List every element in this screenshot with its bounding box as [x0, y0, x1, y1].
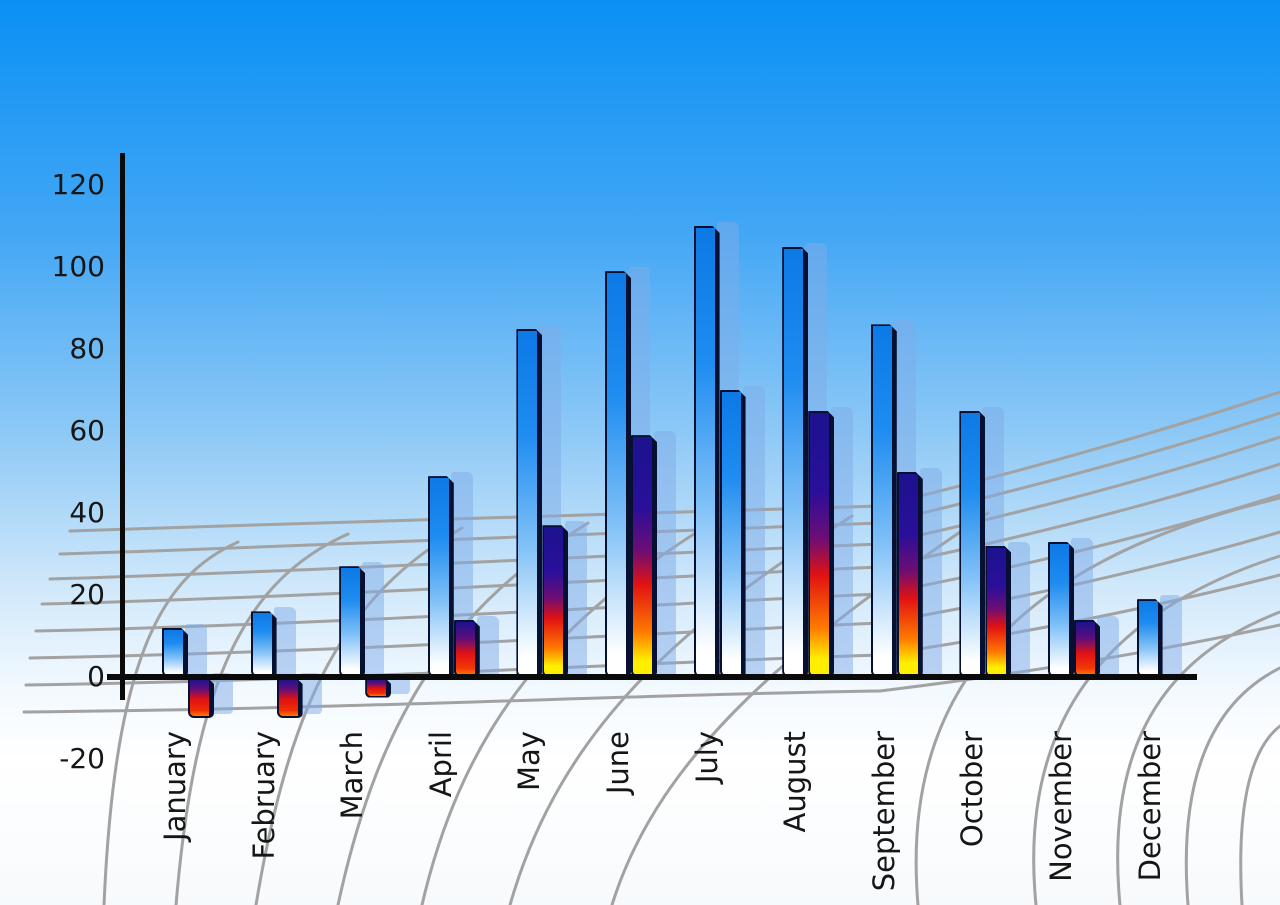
y-tick-label-60: 60	[69, 414, 105, 447]
x-tick-text: September	[866, 731, 901, 892]
bar-secondary-may	[542, 525, 568, 677]
x-tick-text: March	[335, 731, 370, 820]
bar-secondary-july	[720, 390, 746, 677]
y-tick-label-80: 80	[69, 332, 105, 365]
bar-secondary-august	[808, 411, 834, 678]
x-tick-text: November	[1044, 731, 1078, 882]
bar-primary-march	[339, 566, 365, 677]
bar-shadow	[211, 673, 233, 714]
y-axis	[120, 153, 125, 700]
bar-primary-november	[1048, 542, 1074, 677]
bar-primary-october	[959, 411, 985, 678]
bar-shadow	[742, 386, 765, 677]
y-tick-label-100: 100	[51, 250, 105, 283]
x-axis	[107, 674, 1197, 680]
bar-primary-february	[251, 611, 277, 677]
x-tick-text: June	[601, 731, 635, 795]
bar-primary-january	[162, 628, 188, 677]
bar-primary-december	[1137, 599, 1163, 677]
bar-shadow	[185, 623, 207, 677]
y-tick-label--20: -20	[59, 742, 105, 775]
bar-shadow	[476, 615, 499, 677]
bar-primary-september	[871, 324, 897, 677]
x-tick-text: August	[778, 731, 813, 833]
bar-shadow	[565, 521, 588, 677]
bar-shadow	[299, 673, 322, 714]
bar-shadow	[1097, 615, 1119, 677]
y-tick-label-0: 0	[87, 660, 105, 693]
bar-secondary-june	[631, 435, 657, 677]
bar-secondary-april	[454, 620, 480, 677]
x-tick-text: February	[246, 731, 281, 860]
bar-shadow	[654, 431, 676, 677]
bar-shadow	[831, 406, 854, 677]
y-tick-label-40: 40	[69, 496, 105, 529]
y-tick-label-20: 20	[69, 578, 105, 611]
x-tick-text: May	[512, 731, 547, 791]
x-tick-text: July	[689, 731, 724, 784]
bar-secondary-november	[1074, 620, 1100, 677]
bar-secondary-september	[897, 472, 923, 677]
bar-shadow	[1008, 541, 1031, 677]
bar-secondary-january	[188, 677, 214, 718]
bar-secondary-february	[277, 677, 303, 718]
bar-shadow	[919, 468, 942, 677]
y-tick-label-120: 120	[51, 168, 105, 201]
bar-primary-april	[428, 476, 454, 677]
bar-primary-august	[782, 247, 808, 678]
bar-shadow	[273, 607, 296, 677]
x-tick-text: January	[158, 731, 192, 841]
bar-secondary-october	[985, 546, 1011, 677]
x-tick-text: December	[1132, 731, 1167, 882]
bar-shadow	[1159, 595, 1182, 677]
x-tick-text: April	[423, 731, 458, 798]
bar-shadow	[362, 562, 385, 677]
bar-primary-june	[605, 271, 631, 677]
x-tick-text: October	[955, 731, 990, 848]
bar-primary-may	[516, 329, 542, 678]
bar-primary-july	[694, 226, 720, 677]
